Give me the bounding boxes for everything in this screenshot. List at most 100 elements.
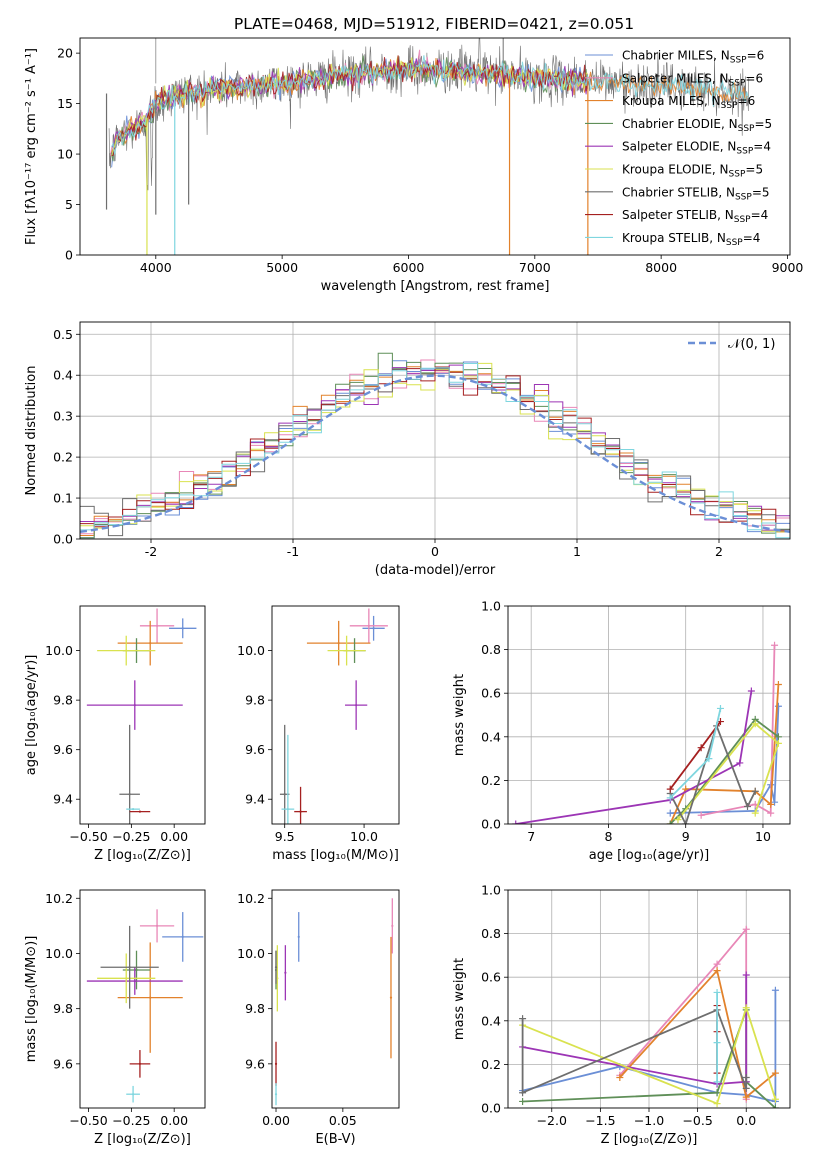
x-tick-label: 10.0 [350, 829, 378, 844]
plot-area [105, 38, 750, 255]
legend-label: Chabrier MILES, NSSP=6 [622, 49, 764, 66]
x-axis-label: (data-model)/error [375, 563, 496, 578]
weight-marker [713, 988, 721, 996]
figure-title: PLATE=0468, MJD=51912, FIBERID=0421, z=0… [234, 15, 634, 33]
x-tick-label: 5000 [266, 260, 298, 275]
weight-marker [674, 816, 682, 824]
weight-marker [666, 785, 674, 793]
weight-marker [713, 1039, 721, 1047]
x-tick-label: 0.00 [160, 1113, 188, 1128]
weight-marker [666, 809, 674, 817]
y-tick-label: 0.6 [481, 970, 501, 985]
series-line-model [111, 55, 749, 155]
x-tick-label: 1 [573, 544, 581, 559]
x-tick-label: −0.25 [112, 1113, 150, 1128]
x-tick-label: 9 [682, 829, 690, 844]
data-point [133, 979, 136, 983]
x-axis-label: Z [log₁₀(Z/Z⊙)] [601, 1132, 698, 1147]
x-axis-label: Z [log₁₀(Z/Z⊙)] [94, 1132, 191, 1147]
x-tick-label: −1.5 [585, 1113, 615, 1128]
plot-area [508, 606, 790, 824]
weight-marker [751, 787, 759, 795]
y-axis-label: Normed distribution [24, 366, 39, 496]
panel-spectrum: 4000 5000 6000 7000 8000 9000 0 5 10 15 20 waveleng… [24, 37, 804, 294]
x-tick-label: −2.0 [537, 1113, 567, 1128]
data-point [274, 1093, 278, 1096]
y-tick-label: 15 [57, 96, 73, 111]
plot-area [80, 322, 790, 539]
panel-mass_vs_Z: −0.50 −0.25 0.00 9.6 9.8 10.0 10.2 Z [log₁₀(Z/Z… [24, 889, 206, 1147]
weight-marker [713, 960, 721, 968]
x-tick-label: −0.25 [112, 829, 150, 844]
x-axis-label: Z [log₁₀(Z/Z⊙)] [94, 848, 191, 863]
weight-line [677, 722, 780, 821]
weight-marker [713, 967, 721, 975]
weight-line [522, 975, 748, 1085]
axes-frame [79, 605, 206, 825]
y-tick-label: 10.2 [237, 891, 265, 906]
legend-label: Kroupa STELIB, NSSP=4 [622, 231, 760, 248]
y-tick-label: 0.8 [481, 926, 501, 941]
weight-marker [742, 1073, 750, 1081]
normal-curve [80, 374, 790, 533]
plot-area [274, 898, 394, 1106]
weight-marker [771, 1104, 779, 1108]
legend-label: Salpeter ELODIE, NSSP=4 [622, 140, 771, 157]
data-point [337, 642, 340, 645]
x-tick-label: −0.50 [69, 1113, 107, 1128]
data-point [128, 793, 131, 796]
x-tick-label: 0.00 [262, 1113, 290, 1128]
y-tick-label: 9.8 [245, 693, 265, 708]
data-point [131, 1093, 135, 1096]
x-tick-label: 10 [755, 829, 771, 844]
weight-marker [771, 1095, 779, 1103]
data-point [133, 703, 136, 707]
data-point [155, 624, 159, 627]
x-tick-label: 0 [431, 544, 439, 559]
y-axis-label: mass [log₁₀(M/M⊙)] [24, 936, 39, 1063]
weight-marker [771, 986, 779, 994]
x-tick-label: 8000 [645, 260, 677, 275]
x-tick-label: 6000 [393, 260, 425, 275]
legend-label: Kroupa MILES, NSSP=6 [622, 94, 755, 111]
y-tick-label: 1.0 [481, 883, 501, 898]
y-tick-label: 0.6 [481, 686, 501, 701]
axes-frame [79, 321, 791, 540]
weight-marker [705, 755, 713, 763]
panel-age_vs_mass: 9.5 10.0 9.4 9.6 9.8 10.0 mass [log₁₀(M/M⊙)] [237, 605, 400, 863]
y-axis-label: mass weight [452, 958, 467, 1040]
x-tick-label: 9.5 [275, 829, 295, 844]
plot-area [86, 909, 204, 1103]
x-tick-label: 9000 [772, 260, 804, 275]
data-point [299, 810, 302, 813]
x-axis-label: wavelength [Angstrom, rest frame] [321, 279, 550, 294]
weight-line [522, 990, 777, 1103]
chart-panels: 4000 5000 6000 7000 8000 900005101520waveleng… [24, 37, 804, 1147]
weight-marker [697, 744, 705, 752]
data-point [181, 627, 184, 630]
weight-marker [771, 641, 779, 649]
data-point [355, 703, 358, 707]
weight-marker [751, 809, 759, 817]
weight-marker [713, 1089, 721, 1097]
y-tick-label: 0.0 [53, 532, 73, 547]
data-point [135, 968, 138, 972]
legend-label: 𝒩(0, 1) [728, 337, 775, 352]
y-tick-label: 10.0 [237, 643, 265, 658]
weight-marker [742, 1004, 750, 1012]
y-axis-label: mass weight [452, 674, 467, 756]
x-tick-label: 2 [715, 544, 723, 559]
weight-marker [771, 1069, 779, 1077]
weight-marker [774, 733, 782, 741]
axes-frame [79, 37, 791, 256]
y-tick-label: 0.2 [481, 773, 501, 788]
plot-area [508, 890, 790, 1108]
y-tick-label: 9.6 [53, 1056, 73, 1071]
x-tick-label: 7 [527, 829, 535, 844]
x-tick-label: 8 [604, 829, 612, 844]
axes-frame [507, 889, 791, 1109]
y-tick-label: 5 [65, 197, 73, 212]
axes-frame [271, 605, 400, 825]
weight-marker [747, 687, 755, 695]
weight-marker [771, 798, 779, 806]
